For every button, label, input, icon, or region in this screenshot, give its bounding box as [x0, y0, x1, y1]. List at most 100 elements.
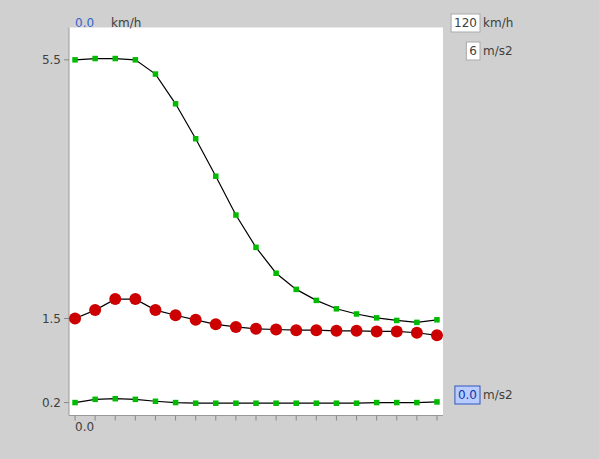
marker — [230, 321, 242, 333]
annotation: m/s2 — [483, 388, 513, 402]
marker — [414, 400, 420, 406]
annotation-group: m/s2 — [483, 44, 513, 58]
marker — [129, 293, 141, 305]
marker — [394, 318, 400, 324]
marker — [109, 293, 121, 305]
marker — [270, 323, 282, 335]
x-tick — [256, 416, 257, 421]
annotation-group: 0.0 — [75, 420, 94, 434]
annotation: 0.0 — [75, 16, 94, 30]
x-tick — [396, 416, 397, 421]
y-tick — [64, 318, 69, 319]
x-tick — [356, 416, 357, 421]
marker — [92, 397, 98, 403]
annotation: km/h — [483, 16, 513, 30]
chart: 0.2 1.5 5.5 0.0 km/h 0.0 120 km/h 6 m/s2 0.0 m/s2 — [0, 0, 599, 459]
marker — [72, 400, 78, 406]
annotation: m/s2 — [483, 44, 513, 58]
marker — [334, 400, 340, 406]
marker — [314, 400, 320, 406]
marker — [149, 304, 161, 316]
x-tick — [276, 416, 277, 421]
y-tick — [64, 59, 69, 60]
marker — [233, 212, 239, 218]
marker — [173, 400, 179, 406]
annotation: km/h — [111, 16, 141, 30]
marker — [89, 304, 101, 316]
marker — [72, 57, 78, 63]
annotation: 120 — [454, 16, 477, 30]
marker — [293, 400, 299, 406]
marker — [173, 101, 179, 107]
series-line — [75, 59, 437, 323]
marker — [112, 396, 118, 402]
marker — [273, 400, 279, 406]
annotation-group: 120 — [451, 14, 480, 32]
x-tick — [135, 416, 136, 421]
annotations: 0.0 km/h 0.0 120 km/h 6 m/s2 0.0 m/s2 — [75, 14, 513, 434]
x-tick — [376, 416, 377, 421]
y-axis-line — [69, 28, 70, 416]
x-tick — [215, 416, 216, 421]
y-tick-label: 1.5 — [42, 312, 61, 326]
x-tick — [316, 416, 317, 421]
marker — [434, 399, 440, 405]
marker — [213, 173, 219, 179]
annotation-group: 0.0 — [455, 386, 480, 404]
annotation: 0.0 — [458, 388, 477, 402]
marker — [190, 314, 202, 326]
marker — [253, 245, 259, 251]
marker — [233, 400, 239, 406]
marker — [374, 315, 380, 321]
marker — [153, 71, 159, 77]
marker — [391, 325, 403, 337]
marker — [250, 323, 262, 335]
marker — [92, 56, 98, 62]
marker — [411, 327, 423, 339]
x-tick — [296, 416, 297, 421]
x-tick — [115, 416, 116, 421]
annotation-group: km/h — [483, 16, 513, 30]
annotation-box — [455, 386, 480, 404]
marker — [213, 400, 219, 406]
plot-data — [69, 56, 443, 406]
x-tick — [175, 416, 176, 421]
marker — [354, 400, 360, 406]
marker — [133, 397, 139, 403]
marker — [69, 313, 81, 325]
annotation: 6 — [469, 44, 477, 58]
marker — [434, 317, 440, 323]
marker — [394, 400, 400, 406]
marker — [193, 400, 199, 406]
x-tick — [95, 416, 96, 421]
marker — [253, 400, 259, 406]
annotation-group: 0.0 — [75, 16, 94, 30]
marker — [170, 309, 182, 321]
annotation-group: km/h — [111, 16, 141, 30]
marker — [310, 324, 322, 336]
plot-area — [69, 28, 443, 416]
y-tick-label: 5.5 — [42, 53, 61, 67]
x-tick — [436, 416, 437, 421]
marker — [330, 325, 342, 337]
series-line — [75, 299, 437, 335]
y-tick-label: 0.2 — [42, 396, 61, 410]
x-tick — [155, 416, 156, 421]
marker — [210, 318, 222, 330]
marker — [374, 400, 380, 406]
x-tick — [235, 416, 236, 421]
marker — [414, 320, 420, 326]
marker — [293, 287, 299, 293]
x-tick — [416, 416, 417, 421]
marker — [193, 136, 199, 142]
marker — [273, 270, 279, 276]
marker — [133, 57, 139, 63]
annotation-box — [466, 42, 480, 60]
marker — [354, 311, 360, 317]
x-tick — [195, 416, 196, 421]
marker — [351, 325, 363, 337]
marker — [314, 298, 320, 304]
annotation-group: 6 — [466, 42, 480, 60]
annotation: 0.0 — [75, 420, 94, 434]
marker — [112, 56, 118, 62]
